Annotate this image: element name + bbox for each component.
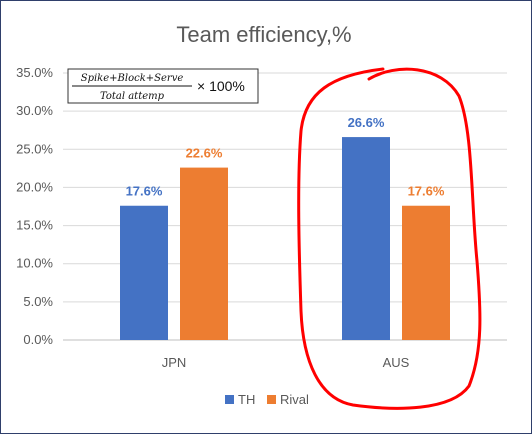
formula-multiplier: × 100% <box>197 78 245 94</box>
bars <box>120 137 450 340</box>
legend: TH Rival <box>225 392 309 407</box>
y-tick-label: 20.0% <box>16 179 53 194</box>
formula-denominator: Total attemp <box>100 91 165 102</box>
data-label: 26.6% <box>348 115 385 130</box>
legend-swatch-th <box>225 395 234 404</box>
data-labels: 17.6% 22.6% 26.6% 17.6% <box>126 115 445 199</box>
formula-box: Spike+Block+Serve Total attemp × 100% <box>67 68 259 104</box>
bar-th-aus <box>342 137 390 340</box>
y-tick-label: 15.0% <box>16 218 53 233</box>
formula-numerator: Spike+Block+Serve <box>81 73 184 84</box>
legend-label-th: TH <box>238 392 255 407</box>
data-label: 17.6% <box>126 184 163 199</box>
y-tick-label: 5.0% <box>23 294 53 309</box>
data-label: 22.6% <box>186 146 223 161</box>
category-label: AUS <box>383 355 410 370</box>
category-label: JPN <box>162 355 187 370</box>
legend-swatch-rival <box>267 395 276 404</box>
legend-label-rival: Rival <box>280 392 309 407</box>
y-tick-label: 0.0% <box>23 332 53 347</box>
y-tick-label: 10.0% <box>16 256 53 271</box>
x-axis-categories: JPN AUS <box>162 355 410 370</box>
bar-rival-jpn <box>180 167 228 340</box>
y-axis-ticks: 0.0% 5.0% 10.0% 15.0% 20.0% 25.0% 30.0% 35.0% <box>16 65 53 347</box>
bar-rival-aus <box>402 205 450 340</box>
red-highlight-circle <box>297 67 482 410</box>
y-tick-label: 25.0% <box>16 141 53 156</box>
bar-th-jpn <box>120 205 168 340</box>
chart-title: Team efficiency,% <box>176 22 351 47</box>
y-tick-label: 30.0% <box>16 103 53 118</box>
data-label: 17.6% <box>408 184 445 199</box>
y-tick-label: 35.0% <box>16 65 53 80</box>
